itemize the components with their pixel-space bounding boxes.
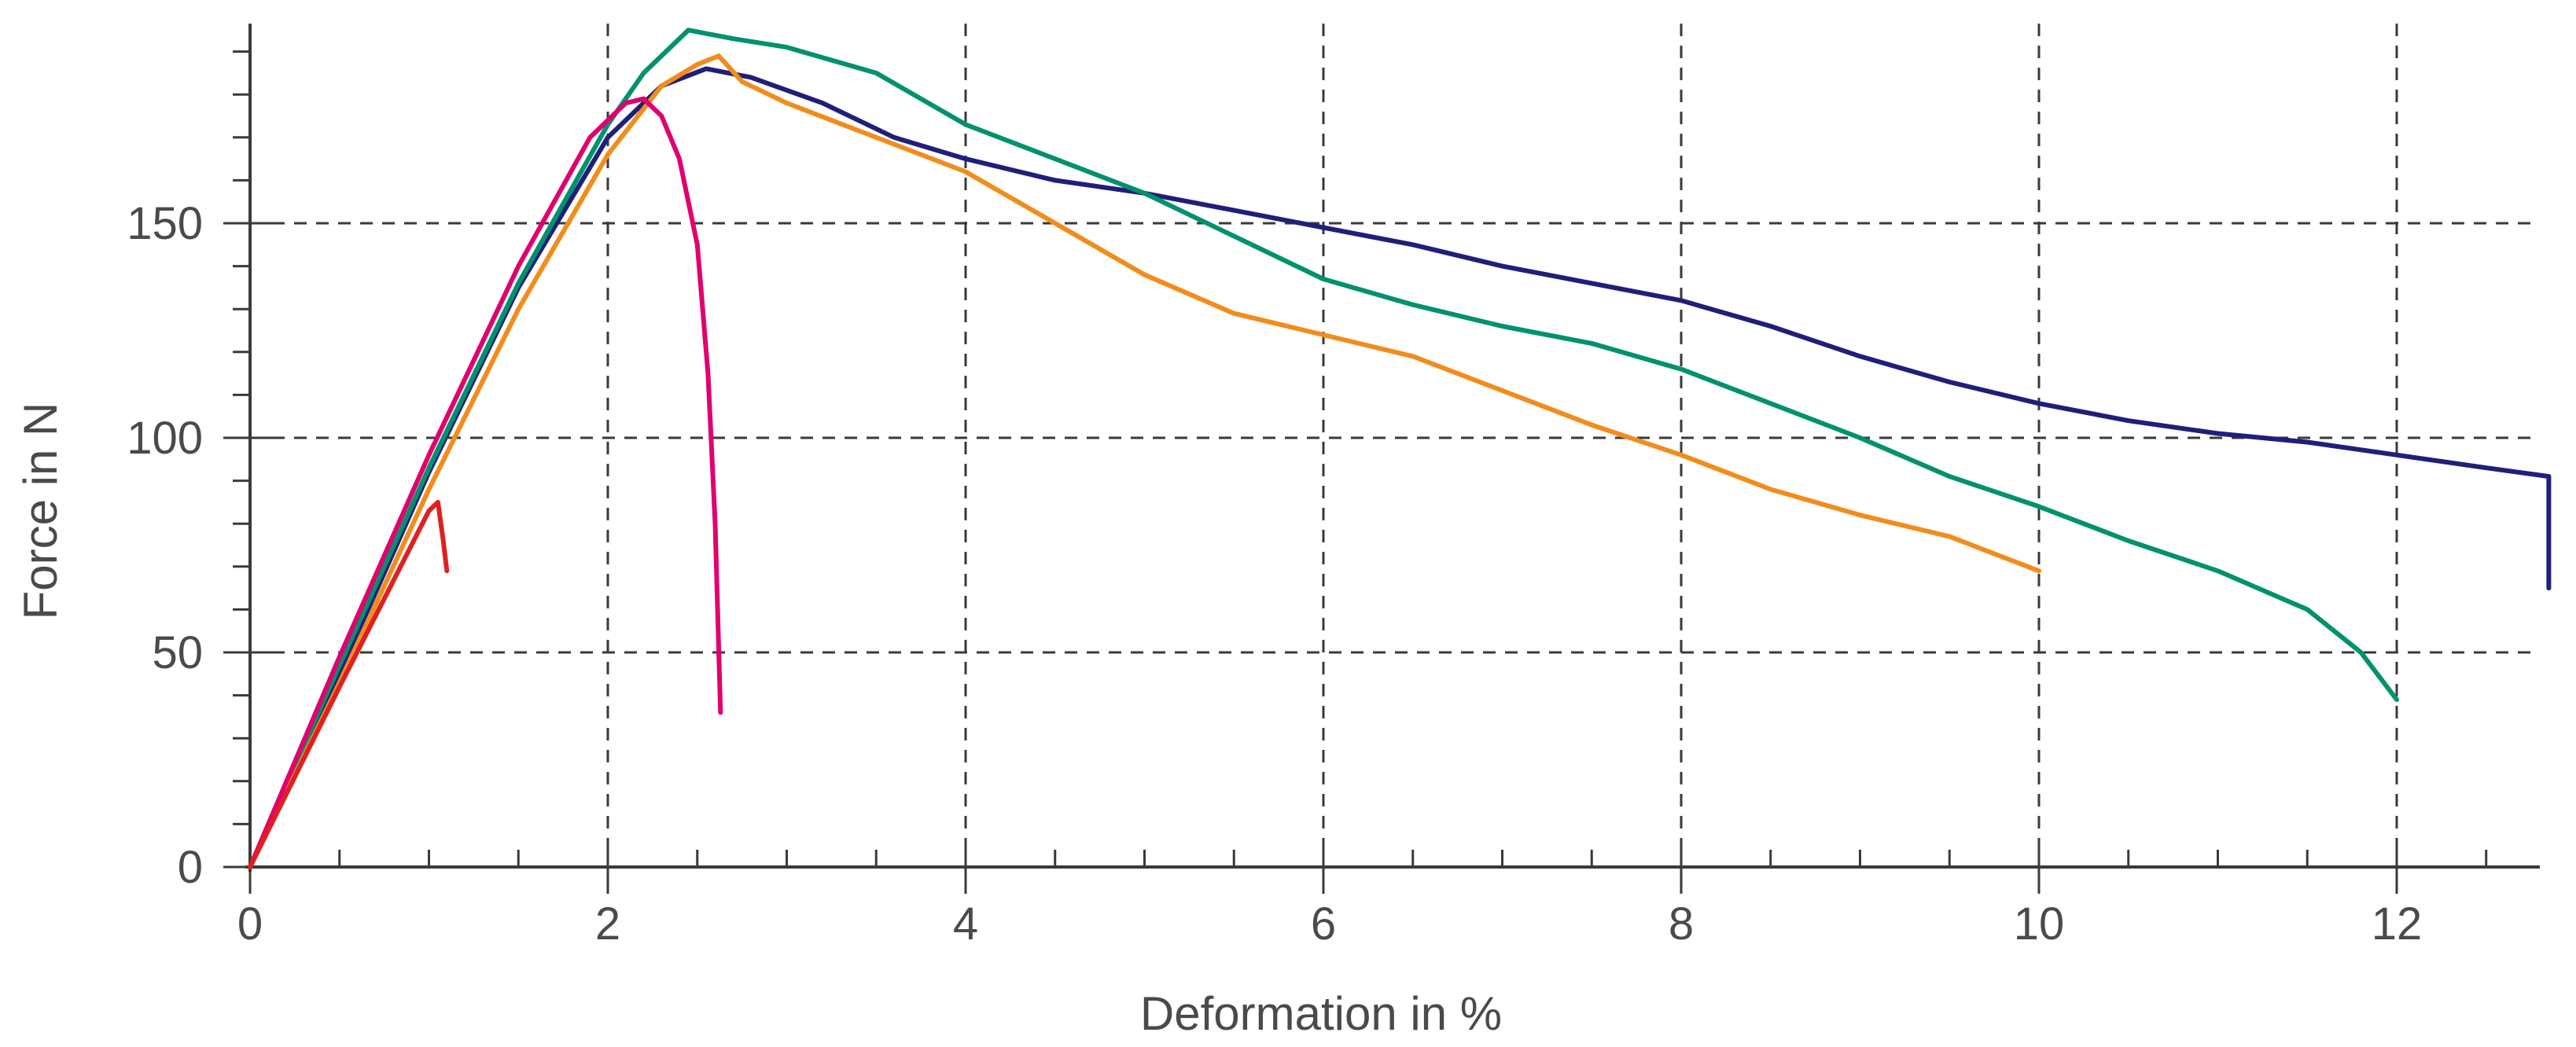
y-tick-label: 100 xyxy=(127,413,203,464)
x-tick-label: 12 xyxy=(2372,898,2423,950)
x-tick-label: 6 xyxy=(1311,898,1336,950)
y-axis-title: Force in N xyxy=(14,402,67,620)
y-tick-label: 150 xyxy=(127,198,203,249)
series-line-2 xyxy=(248,28,2399,869)
x-tick-label: 8 xyxy=(1669,898,1694,950)
series-line-5 xyxy=(248,499,450,869)
y-tick-label: 50 xyxy=(152,627,203,678)
y-tick-label: 0 xyxy=(178,842,203,893)
grid-layer xyxy=(250,24,2540,867)
series-line-3 xyxy=(248,53,2041,869)
series-layer xyxy=(248,28,2552,869)
x-tick-label: 10 xyxy=(2014,898,2065,950)
x-tick-label: 0 xyxy=(237,898,263,950)
labels-layer: 0 2 4 6 8 10 12 0 50 100 150 xyxy=(127,198,2422,950)
x-tick-label: 2 xyxy=(595,898,620,950)
x-tick-label: 4 xyxy=(953,898,978,950)
series-line-4 xyxy=(248,96,723,869)
axes-layer xyxy=(223,24,2540,894)
x-axis-title: Deformation in % xyxy=(1140,987,1502,1040)
series-line-1 xyxy=(248,66,2552,869)
